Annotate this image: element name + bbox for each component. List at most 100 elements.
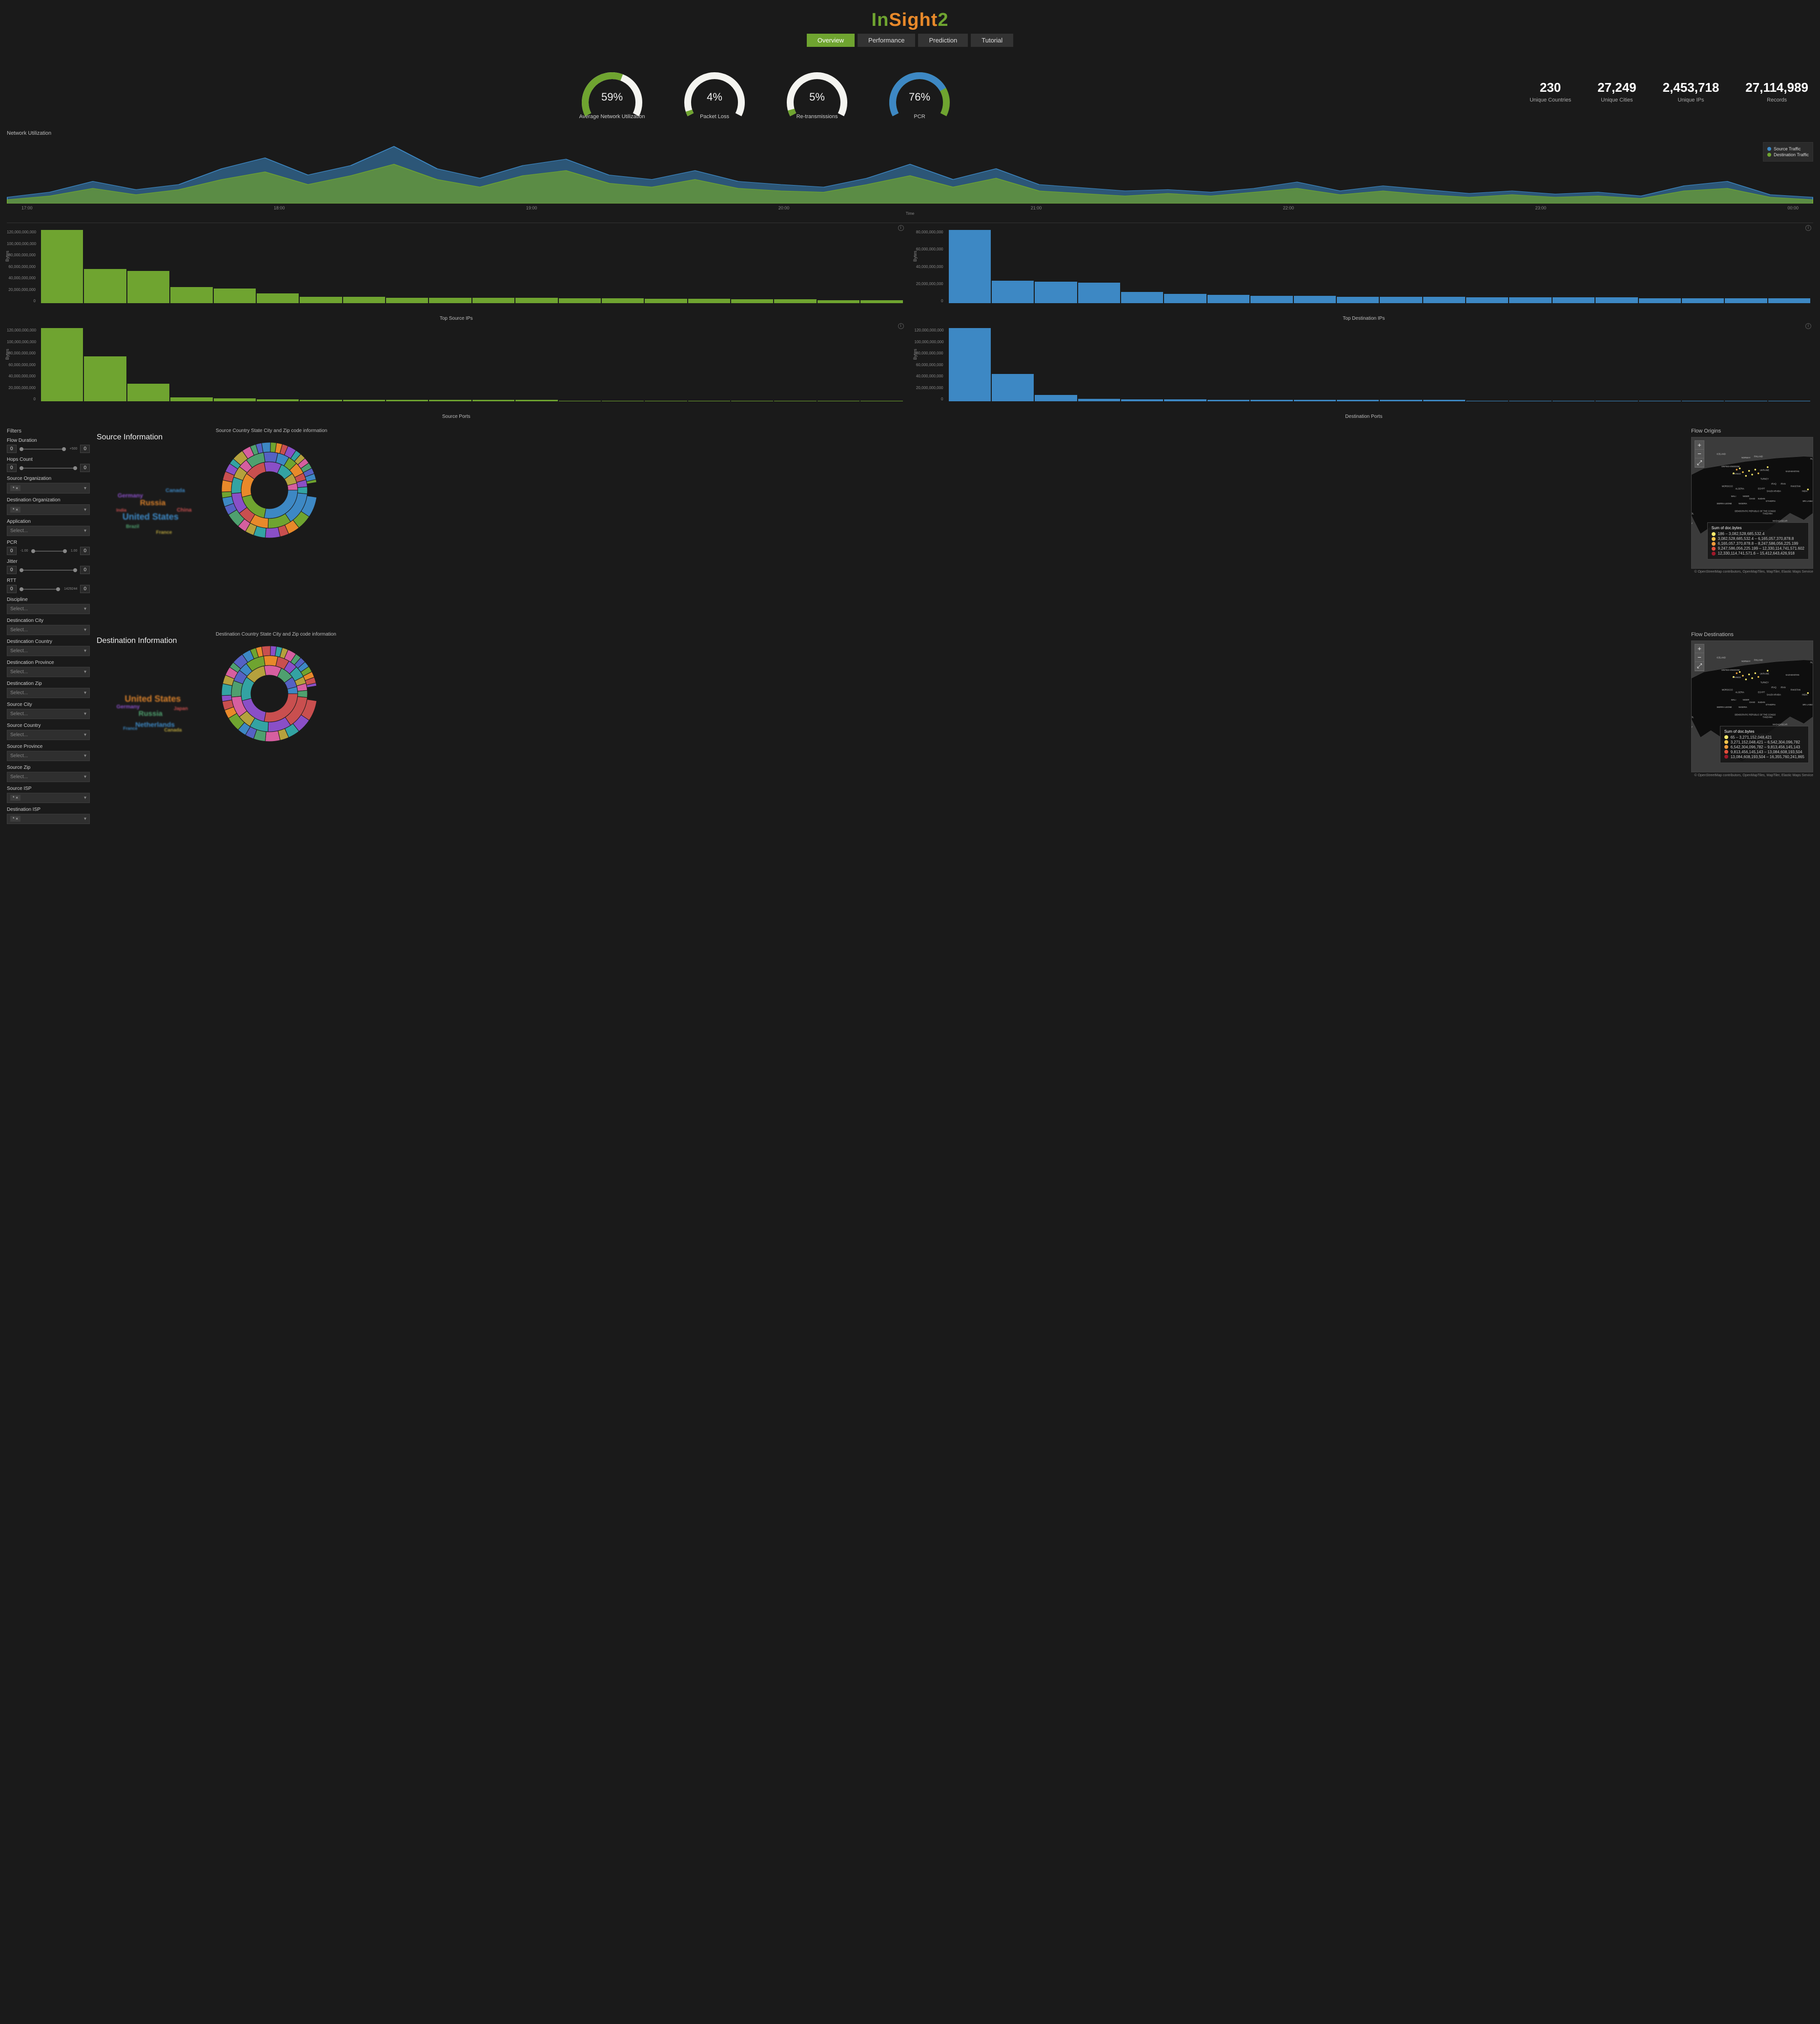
- filter-pcr: PCR 0 -1.00 1.00 0: [7, 540, 90, 555]
- svg-text:TANZANIA: TANZANIA: [1762, 716, 1773, 718]
- flow-origins-title: Flow Origins: [1691, 428, 1813, 434]
- svg-text:INDIA: INDIA: [1802, 490, 1807, 493]
- select-source-city[interactable]: Select...▾: [7, 709, 90, 719]
- wordcloud-term[interactable]: France: [156, 530, 172, 536]
- wordcloud-term[interactable]: Germany: [118, 492, 143, 499]
- gauge-average-network-utilization: 59%Average Network Utilization: [575, 63, 649, 120]
- wordcloud-term[interactable]: Russia: [140, 499, 165, 508]
- network-util-chart: Source TrafficDestination Traffic 17:001…: [7, 140, 1813, 223]
- range-slider[interactable]: 0 0: [7, 566, 90, 574]
- svg-text:DEMOCRATIC REPUBLIC OF THE CON: DEMOCRATIC REPUBLIC OF THE CONGO: [1735, 510, 1776, 512]
- dest-info-col: Destination Information United StatesRus…: [97, 632, 209, 828]
- gauges-row: 59%Average Network Utilization 4%Packet …: [7, 63, 1525, 120]
- dest-wordcloud: United StatesRussiaNetherlandsGermanyJap…: [97, 660, 209, 758]
- wordcloud-term[interactable]: China: [177, 507, 192, 513]
- svg-text:SIERRA LEONE: SIERRA LEONE: [1717, 502, 1732, 505]
- svg-text:UNITED KINGDOM: UNITED KINGDOM: [1721, 668, 1740, 671]
- select-destincation-country[interactable]: Select...▾: [7, 646, 90, 656]
- filters-panel: Filters Flow Duration 0 +500 0 Hops Coun…: [7, 428, 90, 828]
- select-source-zip[interactable]: Select...▾: [7, 772, 90, 782]
- range-slider[interactable]: 0 0: [7, 464, 90, 472]
- wordcloud-term[interactable]: France: [123, 726, 138, 731]
- svg-text:MOROCCO: MOROCCO: [1722, 688, 1733, 691]
- range-slider[interactable]: 0 -1.00 1.00 0: [7, 547, 90, 555]
- bar-panel-destination-ports: i Bytes 120,000,000,000100,000,000,00080…: [915, 328, 1814, 419]
- wordcloud-term[interactable]: Germany: [117, 704, 140, 710]
- select-source-isp[interactable]: * ×▾: [7, 793, 90, 803]
- zoom-in-button[interactable]: +: [1695, 644, 1704, 653]
- svg-text:NIGER: NIGER: [1743, 698, 1749, 701]
- select-source-country[interactable]: Select...▾: [7, 730, 90, 740]
- zoom-out-button[interactable]: −: [1695, 653, 1704, 662]
- range-slider[interactable]: 0 1429244 0: [7, 585, 90, 593]
- select-source-province[interactable]: Select...▾: [7, 751, 90, 761]
- stat-unique-cities: 27,249Unique Cities: [1597, 80, 1636, 103]
- svg-text:EGYPT: EGYPT: [1758, 488, 1765, 490]
- svg-text:SAUDI ARABIA: SAUDI ARABIA: [1767, 490, 1781, 493]
- source-sunburst-panel: Source Country State City and Zip code i…: [216, 428, 1684, 625]
- stat-records: 27,114,989Records: [1745, 80, 1808, 103]
- select-destincation-zip[interactable]: Select...▾: [7, 688, 90, 698]
- select-destincation-province[interactable]: Select...▾: [7, 667, 90, 677]
- filter-hops-count: Hops Count 0 0: [7, 457, 90, 472]
- wordcloud-term[interactable]: India: [116, 508, 126, 513]
- wordcloud-term[interactable]: Russia: [139, 709, 163, 718]
- svg-text:NORWAY: NORWAY: [1741, 456, 1751, 459]
- wordcloud-term[interactable]: Canada: [164, 727, 182, 733]
- svg-text:ALGERIA: ALGERIA: [1735, 488, 1744, 490]
- gauge-re-transmissions: 5%Re-transmissions: [780, 63, 854, 120]
- wordcloud-term[interactable]: United States: [124, 694, 181, 704]
- app-logo: InSight2: [7, 10, 1813, 31]
- svg-text:TANZANIA: TANZANIA: [1762, 512, 1773, 515]
- filter-jitter: Jitter 0 0: [7, 559, 90, 574]
- svg-text:MALI: MALI: [1731, 495, 1736, 497]
- svg-text:SUDAN: SUDAN: [1758, 701, 1765, 703]
- header: InSight2 OverviewPerformancePredictionTu…: [7, 5, 1813, 50]
- svg-text:TURKEY: TURKEY: [1760, 477, 1769, 480]
- select-destincation-city[interactable]: Select...▾: [7, 625, 90, 635]
- svg-text:TURKEY: TURKEY: [1760, 681, 1769, 683]
- svg-text:IRAN: IRAN: [1780, 482, 1785, 485]
- source-sunburst: [216, 436, 323, 544]
- wordcloud-term[interactable]: Canada: [165, 488, 185, 494]
- source-info-col: Source Information United StatesRussiaGe…: [97, 428, 209, 625]
- zoom-fit-button[interactable]: ⤢: [1695, 458, 1704, 467]
- svg-text:CHAD: CHAD: [1749, 701, 1755, 703]
- svg-text:NIGER: NIGER: [1743, 495, 1749, 497]
- tab-tutorial[interactable]: Tutorial: [971, 34, 1013, 47]
- select-discipline[interactable]: Select...▾: [7, 604, 90, 614]
- area-legend: Source TrafficDestination Traffic: [1763, 142, 1813, 162]
- wordcloud-term[interactable]: Japan: [174, 706, 188, 711]
- svg-text:EGYPT: EGYPT: [1758, 691, 1765, 693]
- stats-row: 230Unique Countries27,249Unique Cities2,…: [1530, 80, 1813, 103]
- select-destination-isp[interactable]: * ×▾: [7, 814, 90, 824]
- svg-text:IRAQ: IRAQ: [1771, 482, 1777, 485]
- flow-origins-map[interactable]: + − ⤢ RUSSIAICELANDFINLANDNORWAYUNITED K…: [1691, 437, 1813, 569]
- svg-text:UKRAINE: UKRAINE: [1760, 672, 1769, 675]
- wordcloud-term[interactable]: Brazil: [126, 524, 139, 530]
- svg-text:RUSSIA: RUSSIA: [1810, 661, 1813, 663]
- select-destination-organization[interactable]: * ×▾: [7, 504, 90, 515]
- tab-overview[interactable]: Overview: [807, 34, 855, 47]
- svg-text:ALGERIA: ALGERIA: [1735, 691, 1744, 693]
- svg-text:SIERRA LEONE: SIERRA LEONE: [1717, 706, 1732, 708]
- flow-dest-map[interactable]: + − ⤢ RUSSIAICELANDFINLANDNORWAYUNITED K…: [1691, 640, 1813, 772]
- svg-text:SAUDI ARABIA: SAUDI ARABIA: [1767, 693, 1781, 696]
- svg-text:MADAGASCAR: MADAGASCAR: [1773, 723, 1787, 725]
- zoom-out-button[interactable]: −: [1695, 450, 1704, 458]
- select-application[interactable]: Select...▾: [7, 526, 90, 536]
- zoom-in-button[interactable]: +: [1695, 441, 1704, 450]
- svg-text:IRAQ: IRAQ: [1771, 686, 1777, 688]
- bar-panel-top-source-ips: i Bytes 120,000,000,000100,000,000,00080…: [7, 230, 906, 321]
- wordcloud-term[interactable]: United States: [123, 512, 179, 522]
- range-slider[interactable]: 0 +500 0: [7, 445, 90, 453]
- svg-text:PAKISTAN: PAKISTAN: [1791, 688, 1800, 691]
- x-axis-label: Time: [7, 211, 1813, 216]
- filter-flow-duration: Flow Duration 0 +500 0: [7, 438, 90, 453]
- dest-sunburst-title: Destination Country State City and Zip c…: [216, 632, 1684, 637]
- tab-performance[interactable]: Performance: [858, 34, 915, 47]
- zoom-fit-button[interactable]: ⤢: [1695, 662, 1704, 671]
- select-source-organization[interactable]: * ×▾: [7, 483, 90, 494]
- tab-prediction[interactable]: Prediction: [918, 34, 968, 47]
- bar-panel-source-ports: i Bytes 120,000,000,000100,000,000,00080…: [7, 328, 906, 419]
